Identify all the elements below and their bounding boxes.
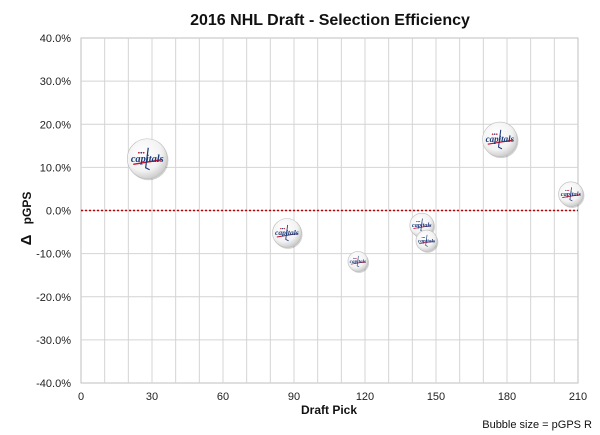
plot-area: 40.0% 30.0% 20.0% 10.0% 0.0% -10.0% -20.0% -30.… [36,33,587,403]
star-icon [142,151,145,154]
x-tick-label: 120 [356,391,374,403]
star-icon [424,237,426,239]
y-tick-label: 20.0% [40,119,71,131]
logo-wordmark: capitals [561,191,582,198]
logo-swoosh [276,233,298,238]
logo-wordmark: capitals [350,259,366,265]
logo-swoosh [487,139,513,145]
logo-wordmark: capitals [412,222,432,229]
logo-stick [569,187,573,202]
bubble-size-note: Bubble size = pGPS R [482,419,592,431]
y-tick-label: -10.0% [36,249,71,261]
y-tick-label: 40.0% [40,33,71,45]
star-icon [568,189,570,191]
logo-stick [425,234,428,247]
logo-swoosh [413,225,431,229]
star-icon [491,133,494,135]
capitals-logo-icon: capitals [561,187,582,202]
star-icon [416,221,418,223]
star-icon [496,133,498,135]
x-tick-label: 60 [217,391,229,403]
star-icon [283,227,285,230]
star-icon [355,257,357,259]
logo-wordmark: capitals [131,154,164,165]
bubble-point: capitals [482,121,519,159]
star-icon [419,221,421,223]
capitals-logo-icon: capitals [131,147,164,171]
star-icon [353,257,355,259]
bubble-point: capitals [126,138,169,181]
star-icon [421,237,423,239]
x-tick-label: 210 [569,391,587,403]
logo-swoosh [562,194,580,198]
bubble-point: capitals [415,229,439,253]
logo-swoosh [133,159,162,166]
x-tick-label: 180 [498,391,516,403]
logo-wordmark: capitals [275,228,299,237]
star-icon [137,151,140,154]
y-axis-label: Δ pGPS [18,192,35,246]
logo-stick [497,129,503,150]
capitals-logo-icon: capitals [486,129,515,150]
bubble-point: capitals [347,251,370,273]
y-axis-label-symbol: Δ [18,234,35,245]
star-icon [140,151,143,154]
logo-swoosh [419,240,435,245]
y-tick-label: -20.0% [36,292,71,304]
y-tick-label: 0.0% [46,206,71,218]
x-tick-label: 0 [78,391,84,403]
star-icon [280,227,282,230]
y-axis-label-text: pGPS [20,192,34,225]
star-icon [565,189,567,191]
y-tick-label: 30.0% [40,76,71,88]
y-tick-label: 10.0% [40,162,71,174]
star-icon [566,189,568,191]
capitals-logo-icon: capitals [418,234,435,247]
bubble-point: capitals [558,181,585,208]
star-icon [417,221,419,223]
x-tick-label: 150 [427,391,445,403]
capitals-logo-icon: capitals [275,224,299,242]
logo-stick [285,224,289,242]
x-axis-label: Draft Pick [301,403,357,417]
star-icon [493,133,496,135]
x-tick-label: 90 [288,391,300,403]
bubbles: capitals capitals capitals capitals capitals… [126,121,585,273]
capitals-logo-icon: capitals [350,255,366,268]
logo-stick [356,255,360,268]
logo-wordmark: capitals [418,238,435,244]
star-icon [354,257,356,259]
y-tick-label: -40.0% [36,378,71,390]
logo-stick [145,147,150,171]
y-tick-labels: 40.0% 30.0% 20.0% 10.0% 0.0% -10.0% -20.0% -30.… [36,33,71,390]
star-icon [281,227,284,230]
logo-wordmark: capitals [486,134,515,144]
x-tick-label: 30 [146,391,158,403]
star-icon [422,237,424,239]
x-tick-labels: 0 30 60 90 120 150 180 210 [78,391,587,403]
chart-title: 2016 NHL Draft - Selection Efficiency [190,12,470,29]
bubble-point: capitals [272,218,303,249]
y-tick-label: -30.0% [36,335,71,347]
logo-swoosh [350,261,366,265]
